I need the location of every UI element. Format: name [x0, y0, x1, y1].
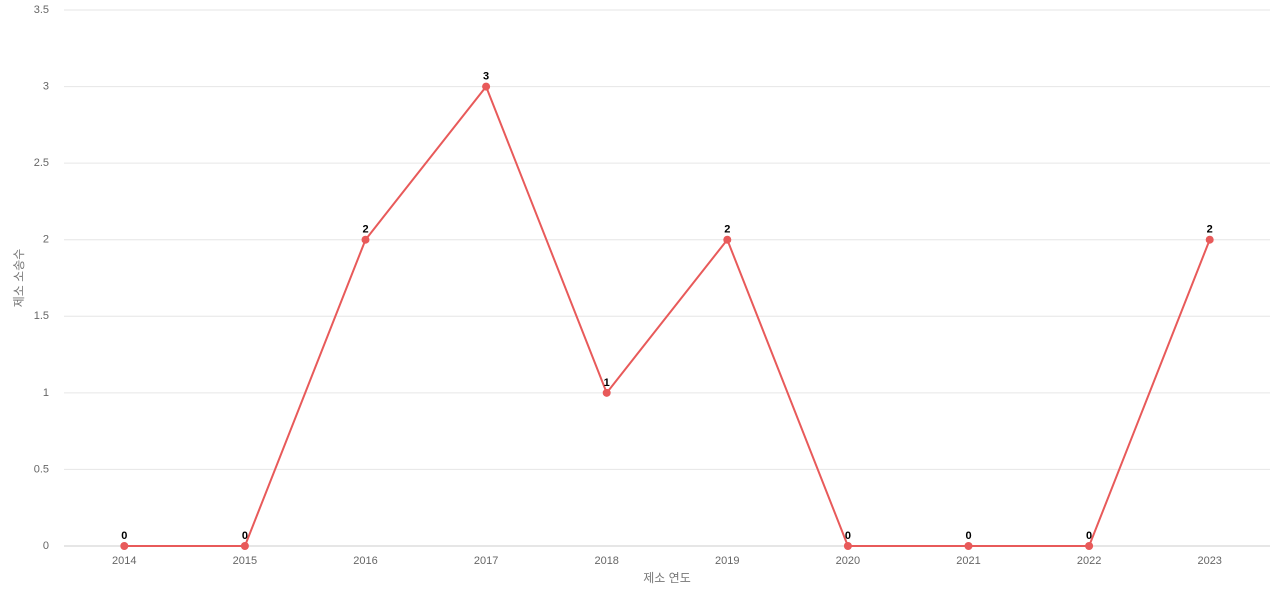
x-tick-label: 2016 — [353, 555, 377, 567]
x-tick-label: 2022 — [1077, 555, 1101, 567]
value-label: 3 — [483, 70, 489, 82]
y-axis-label: 제소 소송수 — [12, 249, 26, 308]
x-tick-label: 2023 — [1197, 555, 1221, 567]
line — [124, 84, 1211, 547]
y-tick-label: 0 — [43, 540, 49, 552]
point — [1085, 542, 1094, 550]
value-label: 2 — [724, 224, 730, 236]
point — [602, 388, 611, 397]
point — [361, 235, 370, 244]
x-tick-label: 2014 — [112, 555, 136, 567]
x-axis-label: 제소 연도 — [643, 571, 691, 585]
y-tick-label: 0.5 — [34, 463, 49, 475]
point — [843, 542, 852, 550]
value-label: 2 — [1207, 224, 1213, 236]
x-tick-label: 2018 — [594, 555, 618, 567]
y-tick-label: 1.5 — [34, 310, 49, 322]
value-label: 2 — [362, 224, 368, 236]
value-label: 0 — [121, 530, 127, 542]
x-tick-label: 2017 — [474, 555, 498, 567]
x-tick-label: 2020 — [836, 555, 860, 567]
point — [1205, 235, 1214, 244]
y-tick-label: 2 — [43, 234, 49, 246]
y-tick-label: 3 — [43, 80, 49, 92]
y-tick-label: 1 — [43, 387, 49, 399]
y-tick-label: 3.5 — [34, 4, 49, 16]
x-tick-label: 2015 — [233, 555, 257, 567]
x-tick-label: 2019 — [715, 555, 739, 567]
value-label: 1 — [604, 377, 610, 389]
y-tick-label: 2.5 — [34, 157, 49, 169]
value-label: 0 — [965, 530, 971, 542]
point — [964, 542, 973, 550]
value-label: 0 — [242, 530, 248, 542]
point — [240, 542, 249, 550]
value-label: 0 — [845, 530, 851, 542]
value-label: 0 — [1086, 530, 1092, 542]
point — [120, 542, 129, 550]
point — [482, 82, 491, 91]
x-tick-label: 2021 — [956, 555, 980, 567]
point — [723, 235, 732, 244]
